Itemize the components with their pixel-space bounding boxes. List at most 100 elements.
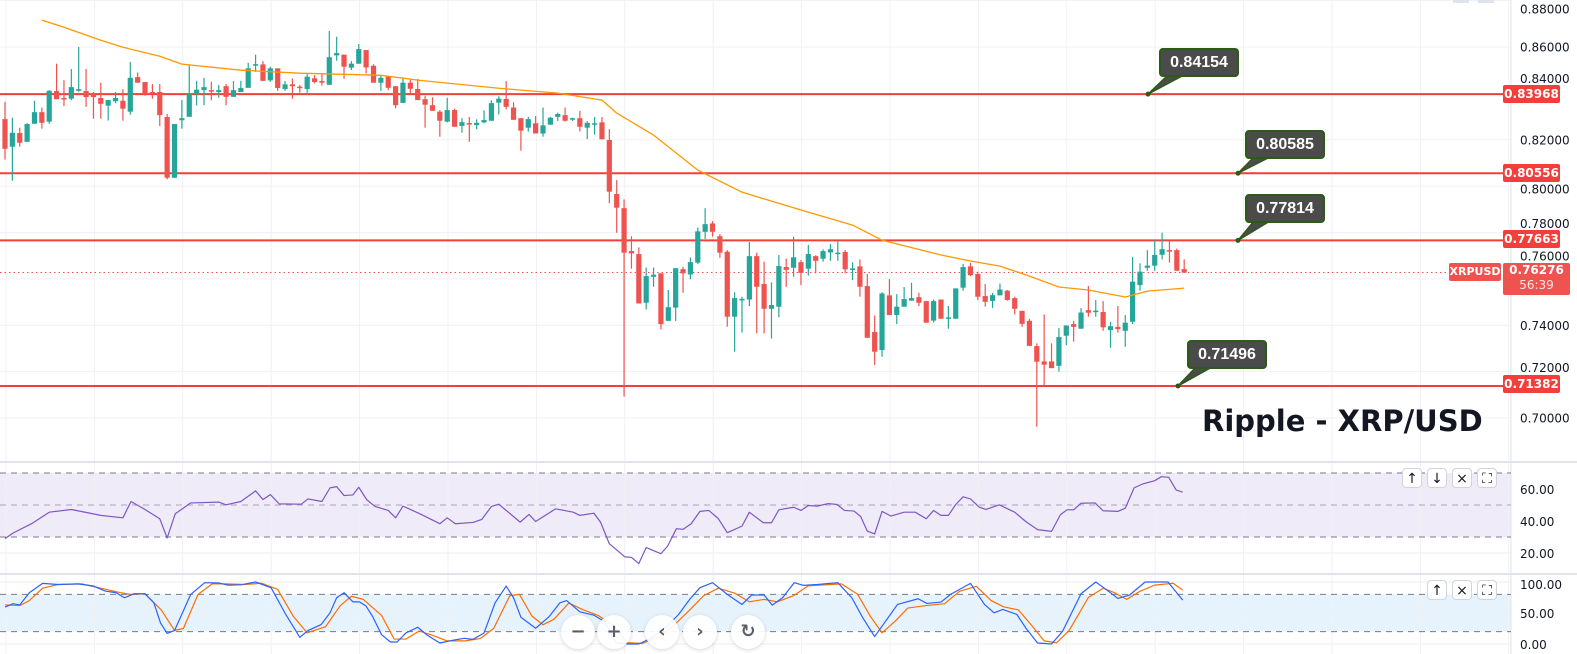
- candle-body[interactable]: [695, 231, 701, 263]
- candle-body[interactable]: [569, 118, 576, 120]
- candle-body[interactable]: [1130, 281, 1136, 322]
- candle-body[interactable]: [1012, 298, 1018, 309]
- candle-body[interactable]: [798, 262, 804, 273]
- candle-body[interactable]: [982, 296, 988, 302]
- candle-body[interactable]: [437, 111, 443, 121]
- candle-body[interactable]: [451, 110, 458, 127]
- candle-body[interactable]: [83, 91, 89, 98]
- candle-body[interactable]: [975, 274, 981, 297]
- candle-body[interactable]: [466, 123, 472, 125]
- candle-body[interactable]: [827, 249, 834, 253]
- candle-body[interactable]: [709, 223, 716, 232]
- callout-anchor[interactable]: [1175, 383, 1181, 389]
- candle-body[interactable]: [584, 122, 590, 128]
- candle-body[interactable]: [1144, 265, 1150, 268]
- candle-body[interactable]: [953, 288, 959, 319]
- candle-body[interactable]: [238, 88, 244, 92]
- callout-anchor[interactable]: [1145, 91, 1151, 97]
- candle-body[interactable]: [444, 110, 450, 122]
- candle-body[interactable]: [643, 276, 649, 303]
- candle-body[interactable]: [1026, 320, 1033, 346]
- candle-body[interactable]: [1085, 310, 1091, 313]
- candle-body[interactable]: [960, 267, 966, 288]
- candle-body[interactable]: [621, 208, 627, 253]
- candle-body[interactable]: [171, 123, 178, 178]
- candle-body[interactable]: [614, 194, 620, 208]
- candle-body[interactable]: [724, 251, 730, 317]
- candle-body[interactable]: [717, 236, 723, 253]
- candle-body[interactable]: [393, 86, 399, 106]
- candle-body[interactable]: [1152, 254, 1158, 266]
- candle-body[interactable]: [194, 89, 200, 94]
- candle-body[interactable]: [17, 133, 23, 143]
- candle-body[interactable]: [356, 49, 362, 64]
- candle-body[interactable]: [370, 65, 377, 83]
- price-callout[interactable]: 0.71496: [1187, 340, 1267, 369]
- candle-body[interactable]: [1181, 269, 1187, 273]
- candle-body[interactable]: [429, 105, 436, 111]
- candle-body[interactable]: [739, 298, 745, 301]
- candle-body[interactable]: [186, 94, 192, 117]
- candle-body[interactable]: [68, 87, 74, 99]
- candle-body[interactable]: [230, 90, 237, 97]
- candle-body[interactable]: [459, 122, 465, 126]
- candle-body[interactable]: [135, 77, 141, 83]
- candle-body[interactable]: [540, 125, 546, 134]
- candle-body[interactable]: [179, 118, 185, 121]
- candle-body[interactable]: [275, 68, 281, 89]
- candle-body[interactable]: [872, 331, 878, 352]
- candle-body[interactable]: [385, 76, 391, 88]
- candle-body[interactable]: [1166, 250, 1173, 252]
- candle-body[interactable]: [923, 301, 929, 323]
- candle-body[interactable]: [599, 122, 605, 140]
- candle-body[interactable]: [90, 93, 97, 98]
- top-toolbar-button[interactable]: [1478, 0, 1494, 3]
- move-pane-up-button[interactable]: ↑: [1427, 580, 1447, 600]
- candle-body[interactable]: [680, 269, 686, 274]
- candle-body[interactable]: [164, 117, 170, 178]
- candle-body[interactable]: [260, 64, 266, 81]
- candle-body[interactable]: [1107, 326, 1114, 331]
- candle-body[interactable]: [1115, 326, 1121, 330]
- top-toolbar-button[interactable]: [1453, 0, 1469, 3]
- candle-body[interactable]: [216, 90, 222, 92]
- candle-body[interactable]: [245, 68, 251, 88]
- candle-body[interactable]: [606, 139, 612, 192]
- candle-body[interactable]: [496, 98, 502, 103]
- candle-body[interactable]: [886, 295, 892, 316]
- candle-body[interactable]: [304, 76, 310, 89]
- candle-body[interactable]: [673, 268, 679, 308]
- price-callout[interactable]: 0.84154: [1159, 48, 1239, 77]
- candle-body[interactable]: [1159, 249, 1165, 255]
- candle-body[interactable]: [326, 57, 332, 85]
- candle-body[interactable]: [2, 119, 8, 149]
- zoom-in-button[interactable]: +: [597, 615, 631, 649]
- candle-body[interactable]: [746, 256, 752, 300]
- candle-body[interactable]: [289, 84, 296, 87]
- candle-body[interactable]: [908, 298, 915, 301]
- candle-body[interactable]: [658, 273, 664, 325]
- candle-body[interactable]: [120, 100, 126, 109]
- candle-body[interactable]: [142, 82, 148, 95]
- candle-body[interactable]: [311, 78, 318, 83]
- candle-body[interactable]: [1063, 325, 1069, 336]
- maximize-pane-button[interactable]: ⛶: [1477, 468, 1497, 488]
- candle-body[interactable]: [341, 54, 347, 67]
- candle-body[interactable]: [879, 293, 885, 351]
- candle-body[interactable]: [997, 289, 1003, 296]
- candle-body[interactable]: [702, 224, 708, 232]
- candle-body[interactable]: [1137, 271, 1143, 286]
- candle-body[interactable]: [518, 118, 524, 131]
- candle-body[interactable]: [105, 100, 111, 106]
- move-pane-up-button[interactable]: ↑: [1402, 468, 1422, 488]
- candle-body[interactable]: [768, 305, 775, 309]
- candle-body[interactable]: [510, 107, 517, 120]
- maximize-pane-button[interactable]: ⛶: [1477, 580, 1497, 600]
- candle-body[interactable]: [1034, 346, 1040, 362]
- candle-body[interactable]: [555, 114, 561, 117]
- candle-body[interactable]: [415, 88, 421, 101]
- candle-body[interactable]: [9, 132, 15, 147]
- scroll-left-button[interactable]: ‹: [645, 615, 679, 649]
- candle-body[interactable]: [1071, 324, 1077, 327]
